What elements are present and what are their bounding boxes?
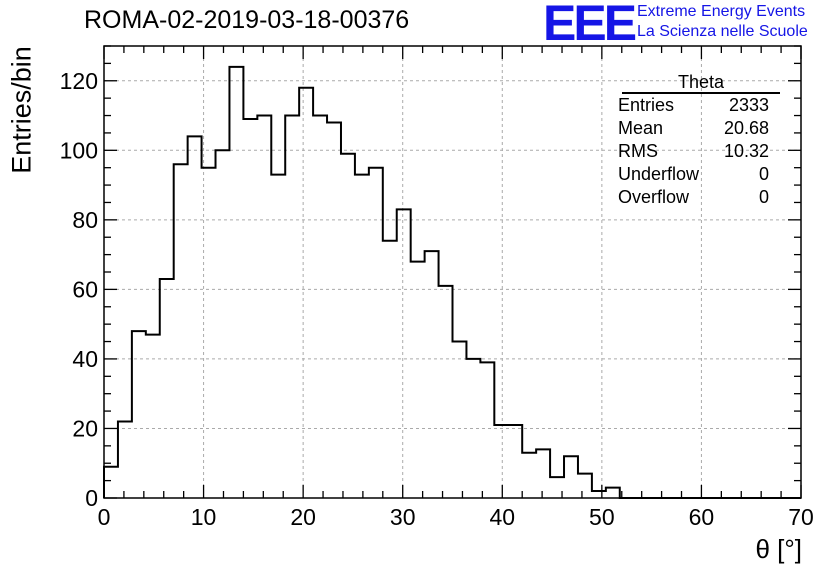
stats-row-mean: Mean 20.68 bbox=[608, 117, 780, 140]
stats-label: Overflow bbox=[618, 187, 690, 207]
stats-label: Mean bbox=[618, 118, 664, 138]
stats-value: 0 bbox=[758, 187, 769, 207]
y-tick-label: 0 bbox=[85, 485, 98, 511]
x-tick-label: 50 bbox=[589, 504, 615, 530]
plot-frame bbox=[103, 45, 802, 499]
x-tick-label: 0 bbox=[98, 504, 111, 530]
y-tick-label: 80 bbox=[72, 207, 98, 233]
chart-title: ROMA-02-2019-03-18-00376 bbox=[84, 6, 410, 34]
eee-logo: EEE bbox=[543, 0, 637, 51]
x-tick-label: 60 bbox=[689, 504, 715, 530]
stats-label: RMS bbox=[618, 141, 658, 161]
stats-row-entries: Entries 2333 bbox=[608, 94, 780, 117]
stats-row-overflow: Overflow 0 bbox=[608, 186, 780, 209]
stats-row-underflow: Underflow 0 bbox=[608, 163, 780, 186]
y-tick-label: 120 bbox=[60, 68, 98, 94]
stats-title: Theta bbox=[622, 72, 780, 94]
x-tick-label: 20 bbox=[290, 504, 316, 530]
stats-value: 2333 bbox=[728, 95, 769, 115]
y-tick-label: 60 bbox=[72, 276, 98, 302]
y-tick-label: 40 bbox=[72, 346, 98, 372]
logo-tagline-1: Extreme Energy Events bbox=[637, 3, 806, 20]
stats-label: Underflow bbox=[618, 164, 700, 184]
x-tick-label: 10 bbox=[191, 504, 217, 530]
y-tick-label: 20 bbox=[72, 415, 98, 441]
stats-row-rms: RMS 10.32 bbox=[608, 140, 780, 163]
x-tick-label: 40 bbox=[489, 504, 515, 530]
y-tick-label: 100 bbox=[60, 137, 98, 163]
x-tick-label: 70 bbox=[788, 504, 814, 530]
x-tick-label: 30 bbox=[390, 504, 416, 530]
stats-value: 10.32 bbox=[723, 141, 769, 161]
y-axis-label: Entries/bin bbox=[6, 46, 37, 174]
stats-label: Entries bbox=[618, 95, 675, 115]
x-axis-label: θ [°] bbox=[755, 534, 802, 564]
histogram-line bbox=[103, 65, 801, 499]
stats-value: 0 bbox=[758, 164, 769, 184]
logo-tagline-2: La Scienza nelle Scuole bbox=[637, 23, 808, 40]
stats-value: 20.68 bbox=[723, 118, 769, 138]
stats-box: Theta Entries 2333 Mean 20.68 RMS 10.32 … bbox=[608, 72, 780, 209]
